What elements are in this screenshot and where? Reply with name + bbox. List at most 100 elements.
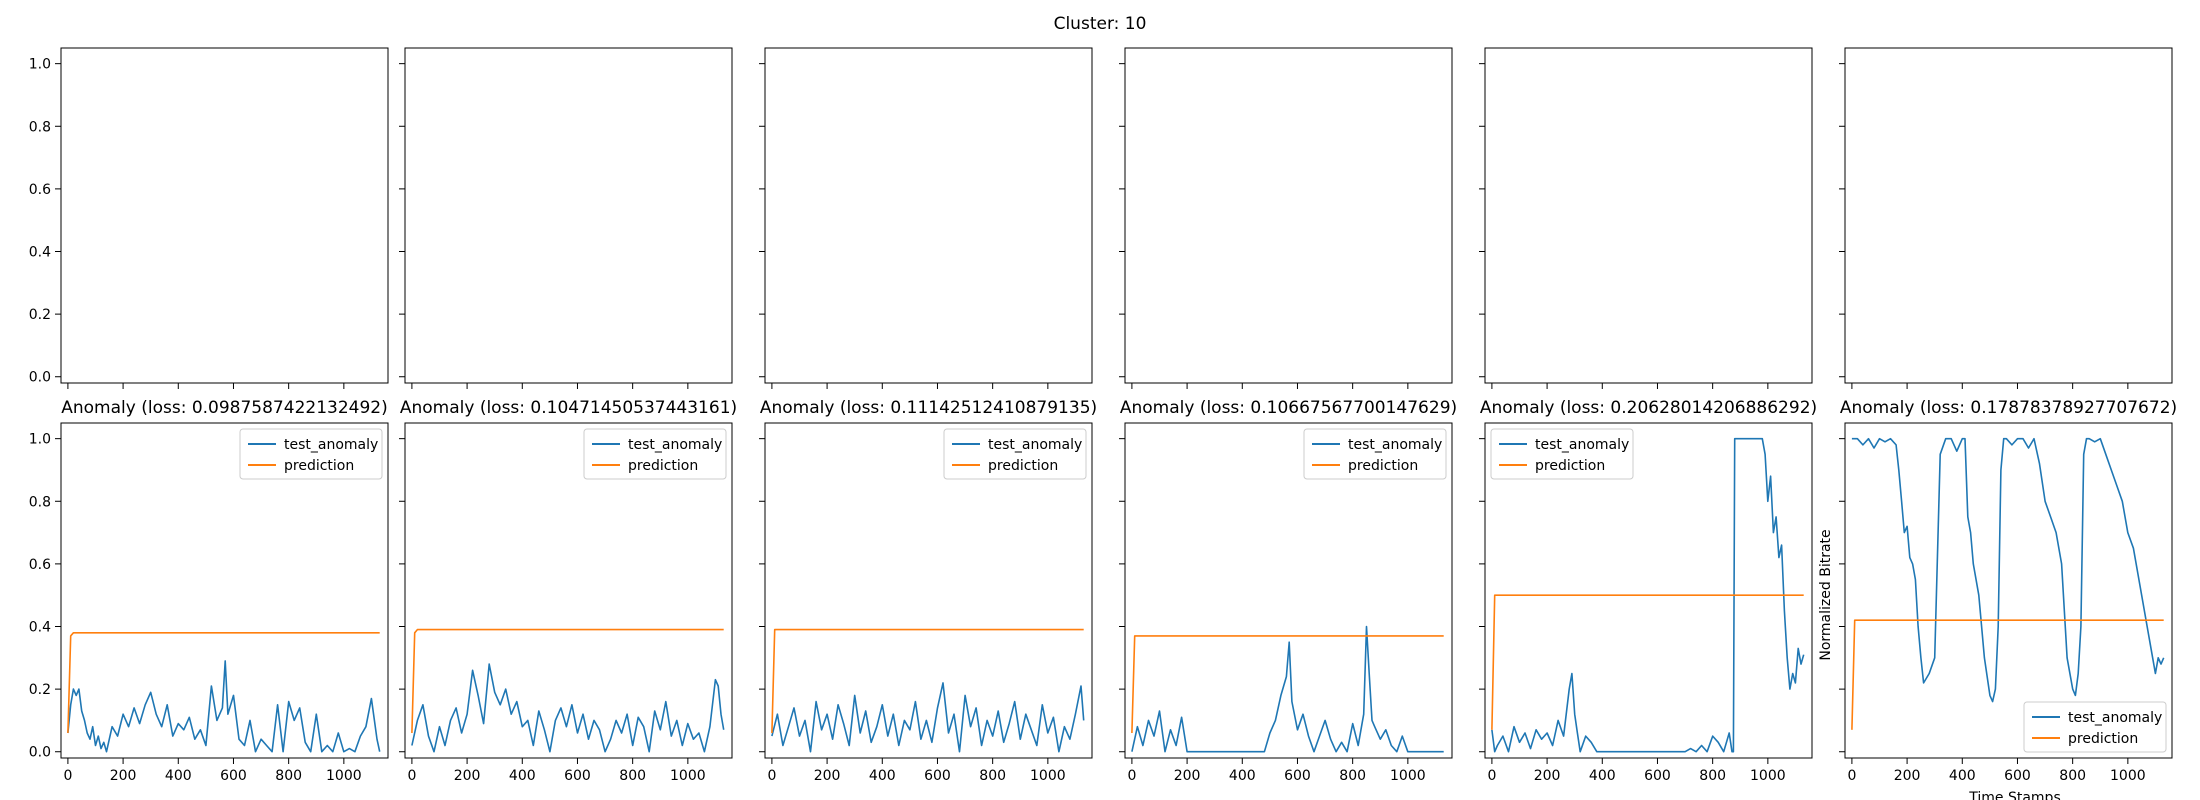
y-tick-label: 0.6 (29, 182, 51, 198)
x-tick-label: 800 (619, 768, 646, 784)
legend-box (583, 428, 727, 480)
top-panel-4 (1119, 47, 1453, 389)
axes-frame (404, 422, 733, 759)
x-tick-label: 1000 (1390, 768, 1426, 784)
legend-box (1303, 428, 1447, 480)
top-panel-6 (1839, 47, 2173, 389)
top-panel-2 (399, 47, 733, 389)
y-tick-label: 0.0 (29, 370, 51, 386)
legend-box (2023, 701, 2167, 753)
legend-entry-prediction: prediction (1535, 458, 1605, 474)
series-line-prediction (771, 628, 1084, 734)
x-tick-label: 200 (1174, 768, 1201, 784)
x-tick-label: 0 (767, 768, 776, 784)
legend: test_anomaly prediction (1490, 428, 1634, 480)
x-tick-label: 0 (1127, 768, 1136, 784)
x-tick-label: 1000 (326, 768, 362, 784)
series-line-test-anomaly (411, 663, 725, 753)
legend-entry-prediction: prediction (1348, 458, 1418, 474)
x-tick-label: 1000 (670, 768, 706, 784)
legend-entry-prediction: prediction (988, 458, 1058, 474)
x-tick-label: 600 (1284, 768, 1311, 784)
legend: test_anomaly prediction (239, 428, 383, 480)
x-tick-label: 800 (979, 768, 1006, 784)
x-tick-label: 200 (454, 768, 481, 784)
legend-entry-test-anomaly: test_anomaly (2068, 710, 2162, 726)
bottom-panel-4: 0 200 400 600 800 1000 Anomaly (loss: 0.106675… (1119, 398, 1457, 784)
y-tick-label: 0.8 (29, 494, 51, 510)
y-tick-label: 0.2 (29, 307, 51, 323)
axes-frame (60, 47, 389, 384)
axes-frame (1844, 47, 2173, 384)
x-tick-label: 1000 (1030, 768, 1066, 784)
x-tick-label: 600 (924, 768, 951, 784)
y-tick-label: 0.4 (29, 620, 51, 636)
legend-entry-test-anomaly: test_anomaly (1535, 437, 1629, 453)
legend-entry-test-anomaly: test_anomaly (1348, 437, 1442, 453)
legend: test_anomaly prediction (1303, 428, 1447, 480)
axes-frame (1484, 422, 1813, 759)
x-tick-label: 800 (2059, 768, 2086, 784)
series-line-prediction (1131, 635, 1444, 734)
series-line-prediction (67, 631, 380, 734)
y-axis-label: Normalized Bitrate (1818, 529, 1834, 660)
axes-frame (1844, 422, 2173, 759)
series-line-prediction (1851, 619, 2164, 730)
x-tick-label: 400 (165, 768, 192, 784)
legend-box (1490, 428, 1634, 480)
legend: test_anomaly prediction (943, 428, 1087, 480)
panel-title: Anomaly (loss: 0.0987587422132492) (61, 398, 387, 418)
legend-box (239, 428, 383, 480)
x-tick-label: 400 (1589, 768, 1616, 784)
legend-entry-prediction: prediction (628, 458, 698, 474)
legend-entry-test-anomaly: test_anomaly (284, 437, 378, 453)
bottom-panel-5: 0 200 400 600 800 1000 Anomaly (loss: 0.206280… (1479, 398, 1817, 784)
axes-frame (764, 47, 1093, 384)
x-tick-label: 200 (1894, 768, 1921, 784)
axes-frame (60, 422, 389, 759)
y-tick-label: 1.0 (29, 57, 51, 73)
figure-title: Cluster: 10 (1054, 14, 1147, 34)
panel-title: Anomaly (loss: 0.11142512410879135) (760, 398, 1097, 418)
bottom-panel-3: 0 200 400 600 800 1000 Anomaly (loss: 0.111425… (759, 398, 1097, 784)
legend: test_anomaly prediction (583, 428, 727, 480)
x-tick-label: 1000 (2110, 768, 2146, 784)
x-tick-label: 600 (2004, 768, 2031, 784)
x-tick-label: 400 (1949, 768, 1976, 784)
top-panel-1: 0.0 0.2 0.4 0.6 0.8 1.0 (29, 47, 389, 389)
x-tick-label: 600 (1644, 768, 1671, 784)
x-tick-label: 0 (63, 768, 72, 784)
legend-box (943, 428, 1087, 480)
y-tick-label: 1.0 (29, 432, 51, 448)
bottom-panel-1: 0.0 0.2 0.4 0.6 0.8 1.0 0 200 400 600 800 1000 Anoma… (29, 398, 389, 784)
series-line-prediction (1491, 594, 1804, 730)
series-line-test-anomaly (67, 660, 381, 753)
series-line-test-anomaly (1851, 437, 2165, 703)
bottom-panel-6: 0 200 400 600 800 1000 Anomaly (loss: 0.178783… (1839, 398, 2177, 784)
subplot-grid: 0.0 0.2 0.4 0.6 0.8 1.0 0.0 0.2 0.4 0.6 0.8 1.0 0 200… (29, 47, 2177, 784)
bottom-panel-2: 0 200 400 600 800 1000 Anomaly (loss: 0.104714… (399, 398, 737, 784)
x-tick-label: 200 (110, 768, 137, 784)
x-tick-label: 400 (869, 768, 896, 784)
top-panel-5 (1479, 47, 1813, 389)
axes-frame (1124, 422, 1453, 759)
x-tick-label: 0 (1487, 768, 1496, 784)
axes-frame (404, 47, 733, 384)
series-line-test-anomaly (771, 682, 1085, 753)
x-tick-label: 0 (407, 768, 416, 784)
x-axis-label: Time Stamps (1968, 790, 2061, 800)
x-tick-label: 800 (275, 768, 302, 784)
x-tick-label: 600 (564, 768, 591, 784)
x-tick-label: 400 (1229, 768, 1256, 784)
legend-entry-prediction: prediction (2068, 731, 2138, 747)
legend-entry-prediction: prediction (284, 458, 354, 474)
top-panel-3 (759, 47, 1093, 389)
x-tick-label: 800 (1699, 768, 1726, 784)
y-tick-label: 0.4 (29, 245, 51, 261)
legend-entry-test-anomaly: test_anomaly (628, 437, 722, 453)
y-tick-label: 0.8 (29, 119, 51, 135)
x-tick-label: 600 (220, 768, 247, 784)
x-tick-label: 200 (814, 768, 841, 784)
axes-frame (764, 422, 1093, 759)
